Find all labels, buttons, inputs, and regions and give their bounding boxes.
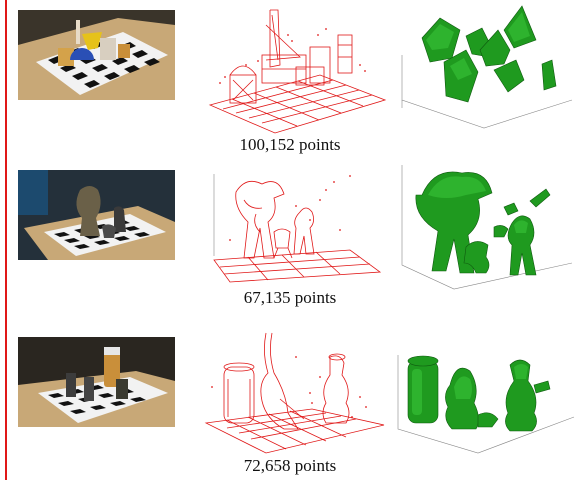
point-cloud-figurines [200, 160, 390, 290]
mesh-objects [394, 325, 580, 460]
mesh-blocks [394, 0, 580, 135]
margin-rule [5, 0, 7, 480]
mesh-figurines [394, 155, 580, 290]
caption-row-3: 72,658 points [243, 456, 337, 475]
caption-row-2: 67,135 points [243, 288, 337, 307]
photo-blocks-scene [18, 10, 175, 100]
photo-objects-scene [18, 337, 175, 427]
point-cloud-blocks [200, 5, 390, 135]
caption-row-1: 100,152 points [239, 135, 341, 154]
point-cloud-objects [200, 327, 390, 457]
photo-figurines-scene [18, 170, 175, 260]
